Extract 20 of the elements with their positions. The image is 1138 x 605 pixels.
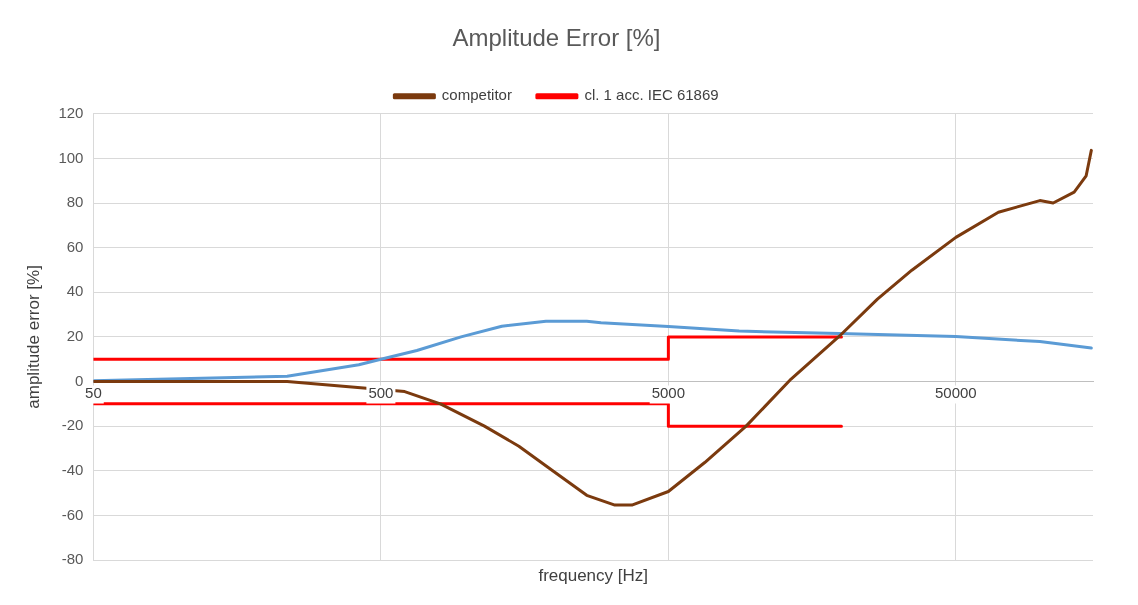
x-tick-label: 5000 <box>651 384 686 402</box>
y-tick-label: 60 <box>66 237 84 255</box>
x-tick-label: 50 <box>85 384 102 402</box>
y-axis-title: amplitude error [%] <box>23 265 43 409</box>
y-tick-label: 20 <box>66 327 84 345</box>
legend-label: cl. 1 acc. IEC 61869 <box>584 86 719 104</box>
y-tick-label: 40 <box>66 282 84 300</box>
y-tick-label: -80 <box>61 550 84 568</box>
chart-title: Amplitude Error [%] <box>452 24 661 52</box>
y-tick-label: 80 <box>66 193 84 211</box>
y-tick-label: 100 <box>58 148 84 166</box>
y-tick-label: -40 <box>61 460 84 478</box>
legend-label: competitor <box>441 86 512 104</box>
y-tick-label: -60 <box>61 505 84 523</box>
x-axis-title: frequency [Hz] <box>538 566 649 586</box>
y-tick-label: -20 <box>61 416 84 434</box>
x-tick-label: 500 <box>368 384 394 402</box>
y-tick-label: 0 <box>75 371 84 389</box>
x-tick-label: 50000 <box>934 384 977 402</box>
y-tick-label: 120 <box>58 103 84 121</box>
